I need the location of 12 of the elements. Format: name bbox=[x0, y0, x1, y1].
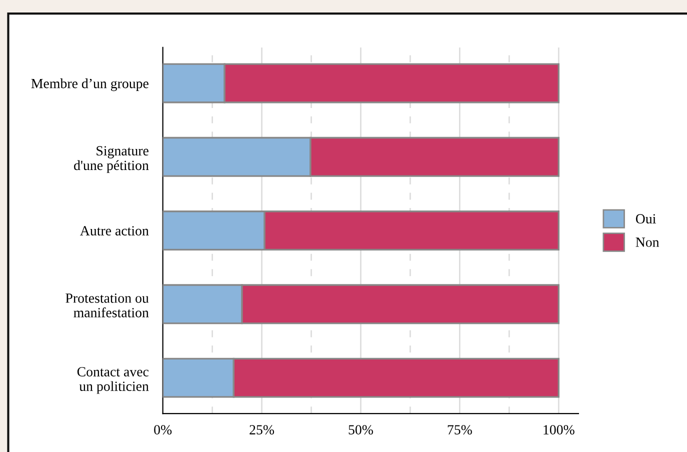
x-tick-label: 100% bbox=[544, 425, 574, 435]
legend-label: Oui bbox=[636, 214, 656, 224]
x-tick-label: 25% bbox=[250, 425, 274, 435]
y-tick-label: Protestation ou manifestation bbox=[66, 293, 149, 318]
x-tick-label: 75% bbox=[448, 425, 472, 435]
y-tick-label: Autre action bbox=[80, 226, 149, 236]
y-tick-label: Contact avec un politicien bbox=[77, 367, 149, 394]
y-tick-label: Signature d'une pétition bbox=[74, 146, 149, 173]
x-tick-label: 50% bbox=[348, 425, 373, 435]
legend-label: Non bbox=[636, 238, 660, 247]
x-tick-label: 0% bbox=[154, 425, 172, 435]
y-tick-label: Membre d’un groupe bbox=[31, 78, 148, 92]
